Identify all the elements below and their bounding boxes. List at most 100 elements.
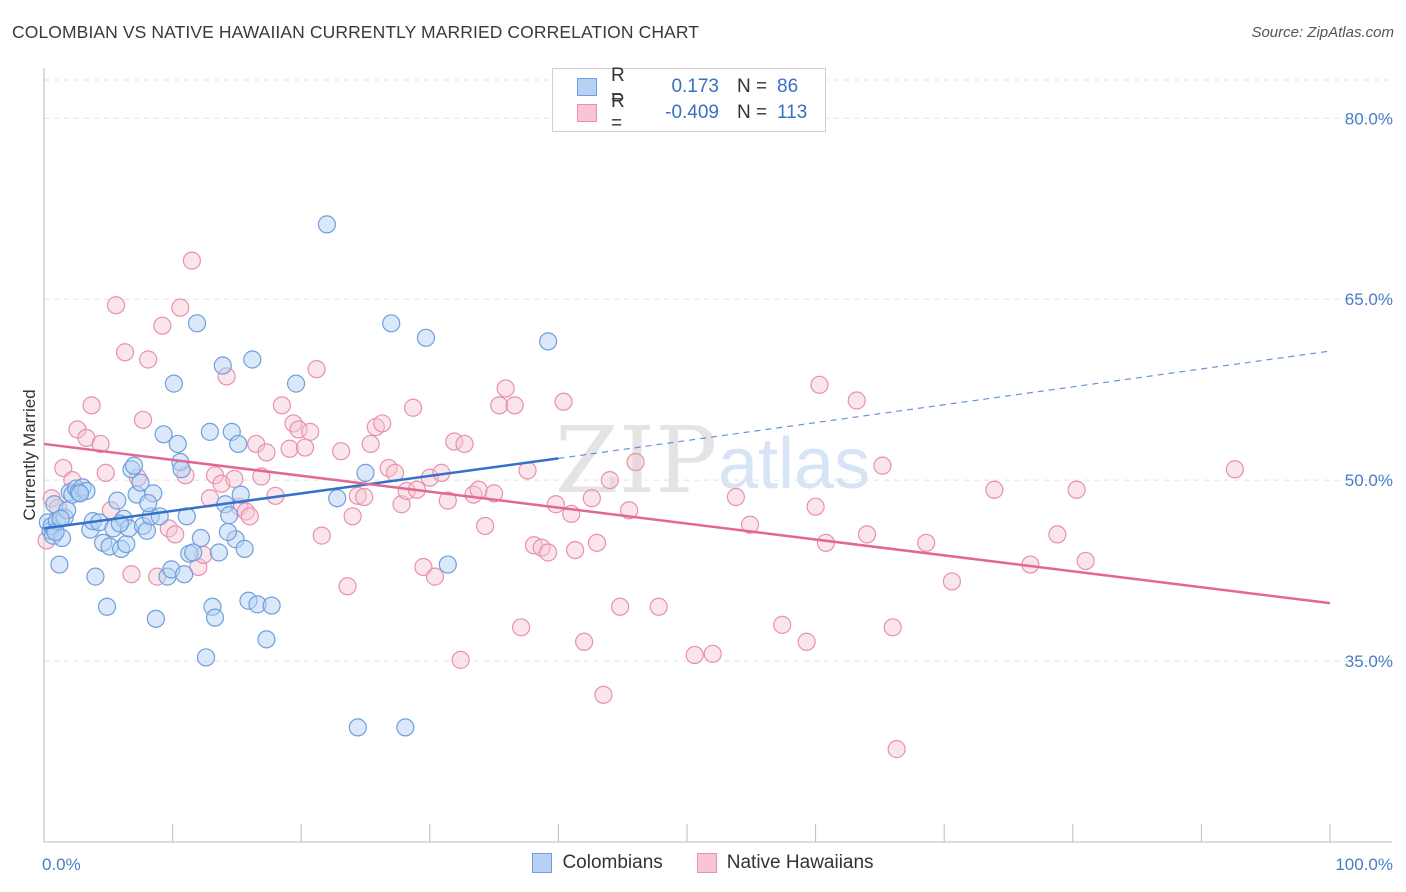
legend-row-colombians: R = 0.173 N = 86 — [577, 65, 799, 108]
native-hawaiian-point — [703, 644, 722, 663]
series-swatch-pink — [696, 853, 717, 873]
grid-lines — [44, 79, 1392, 662]
native-hawaiian-point — [942, 572, 962, 591]
colombian-point — [150, 507, 169, 526]
native-hawaiian-point — [348, 486, 367, 505]
native-hawaiian-point — [1076, 551, 1095, 571]
colombian-point — [139, 493, 158, 513]
native-hawaiian-point — [475, 516, 495, 536]
colombian-point — [396, 718, 415, 737]
correlation-legend: R = 0.173 N = 86 R = -0.409 N = 113 — [552, 65, 826, 134]
colombian-point — [108, 491, 127, 510]
native-hawaiian-point — [171, 298, 190, 317]
colombian-point — [257, 630, 276, 649]
colombian-point — [191, 528, 210, 548]
series-label-colombians: Colombians — [562, 852, 663, 873]
native-hawaiian-point — [106, 296, 126, 315]
native-hawaiian-point — [355, 487, 374, 507]
y-tick-label: 35.0% — [1345, 652, 1393, 671]
colombian-point — [187, 314, 207, 333]
legend-n-value: 86 — [777, 76, 799, 97]
colombian-point — [438, 555, 457, 574]
native-hawaiian-point — [361, 434, 380, 454]
native-hawaiian-point — [295, 438, 315, 457]
colombian-point — [50, 555, 69, 574]
native-hawaiian-point — [96, 463, 115, 482]
colombian-point — [286, 374, 306, 393]
colombian-point — [243, 350, 262, 369]
colombian-point — [539, 332, 558, 351]
x-tick-label: 100.0% — [1335, 855, 1393, 874]
native-hawaiian-point — [133, 410, 153, 429]
colombian-point — [382, 314, 401, 333]
legend-r-label: R = — [611, 65, 625, 108]
legend-r-value: 0.173 — [671, 76, 719, 97]
watermark-zip: ZIP — [555, 407, 717, 514]
colombian-point — [317, 215, 337, 234]
colombian-point — [131, 473, 150, 492]
native-hawaiian-point — [115, 343, 135, 362]
series-legend-colombians: Colombians — [532, 852, 663, 874]
native-hawaiian-point — [575, 632, 594, 651]
legend-swatch-blue — [577, 78, 597, 96]
colombians-points — [38, 215, 558, 737]
native-hawaiian-point — [338, 577, 357, 596]
native-hawaiian-point — [272, 396, 292, 415]
series-legend-native-hawaiians: Native Hawaiians — [696, 852, 874, 874]
native-hawaiian-point — [873, 456, 892, 475]
colombian-point — [220, 506, 239, 525]
native-hawaiian-point — [620, 501, 639, 520]
native-hawaiian-point — [312, 526, 331, 545]
colombian-point — [70, 484, 90, 503]
y-tick-label: 80.0% — [1345, 109, 1393, 128]
colombian-point — [213, 356, 232, 375]
native-hawaiian-point — [225, 469, 244, 489]
colombian-point — [229, 434, 248, 454]
native-hawaiian-point — [139, 350, 158, 369]
y-axis-label: Currently Married — [20, 389, 39, 520]
colombian-point — [97, 597, 117, 616]
native-hawaiian-point — [649, 597, 668, 616]
native-hawaiian-point — [373, 414, 392, 433]
y-tick-label: 50.0% — [1345, 471, 1393, 490]
colombian-point — [117, 534, 136, 554]
native-hawaiian-point — [1225, 460, 1244, 479]
colombian-point — [200, 422, 219, 441]
native-hawaiian-point — [54, 458, 73, 478]
native-hawaiian-point — [280, 439, 299, 458]
native-hawaiian-point — [857, 525, 877, 544]
colombian-point — [154, 425, 173, 444]
trend-lines — [43, 350, 1331, 605]
native-hawaiian-point — [469, 480, 488, 499]
colombian-point — [196, 648, 216, 667]
colombian-point — [164, 374, 183, 393]
native-hawaiian-point — [985, 480, 1004, 499]
native-hawaiian-point — [806, 497, 825, 516]
colombians-trend-line — [43, 457, 559, 530]
tick-labels: 35.0% 50.0% 65.0% 80.0% 0.0% 100.0% — [42, 109, 1393, 874]
native-hawaiian-point — [566, 540, 585, 560]
colombian-point — [262, 596, 281, 615]
colombian-point — [175, 565, 194, 584]
series-label-native-hawaiians: Native Hawaiians — [726, 852, 874, 873]
native-hawaiian-point — [82, 396, 101, 415]
native-hawaiian-point — [773, 615, 792, 634]
native-hawaiian-point — [1067, 480, 1086, 499]
native-hawaiian-point — [485, 484, 504, 503]
colombian-point — [124, 456, 144, 475]
colombian-point — [184, 543, 203, 562]
colombians-trend-extension — [558, 350, 1331, 460]
colombian-point — [231, 485, 250, 504]
native-hawaiian-point — [611, 597, 630, 616]
native-hawaiian-point — [425, 567, 445, 586]
native-hawaiian-point — [512, 618, 531, 637]
legend-n-label: N = — [737, 76, 768, 97]
native-hawaiian-point — [546, 495, 565, 514]
legend-r-label: R = — [611, 91, 625, 134]
native-hawaiian-point — [582, 489, 601, 508]
native-hawaiian-point — [887, 740, 906, 759]
legend-n-value: 113 — [777, 102, 808, 123]
colombian-point — [416, 328, 436, 347]
colombian-point — [146, 609, 165, 628]
native-hawaiian-point — [626, 452, 645, 472]
